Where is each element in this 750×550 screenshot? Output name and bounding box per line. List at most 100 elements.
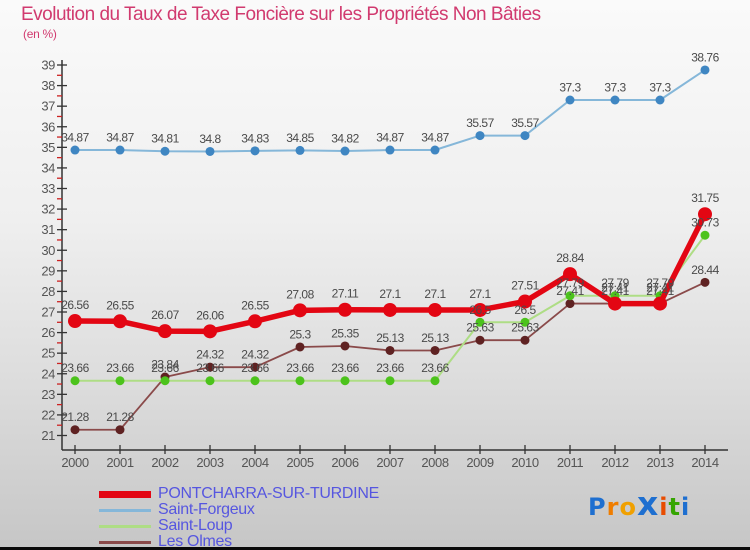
data-label-Les Olmes: 25.13: [376, 331, 404, 345]
y-tick-label: 34: [41, 160, 55, 175]
y-tick-label: 28: [41, 284, 55, 299]
data-point-Saint-Forgeux: [295, 145, 305, 155]
data-point-Saint-Forgeux: [430, 145, 440, 155]
page-subtitle: (en %): [23, 27, 57, 41]
x-tick-label: 2005: [286, 455, 313, 470]
data-point-PONTCHARRA-SUR-TURDINE: [698, 207, 712, 222]
data-point-PONTCHARRA-SUR-TURDINE: [563, 267, 577, 282]
data-point-PONTCHARRA-SUR-TURDINE: [158, 324, 172, 339]
data-label-Saint-Forgeux: 37.3: [649, 80, 671, 94]
data-label-PONTCHARRA-SUR-TURDINE: 26.56: [61, 298, 89, 312]
data-label-Saint-Forgeux: 34.81: [151, 132, 179, 146]
data-label-Saint-Forgeux: 34.85: [286, 131, 314, 145]
data-point-PONTCHARRA-SUR-TURDINE: [113, 314, 127, 329]
legend: PONTCHARRA-SUR-TURDINE Saint-Forgeux Sai…: [99, 485, 379, 550]
logo-letter: P: [588, 493, 607, 521]
legend-item-saint-loup: Saint-Loup: [99, 517, 379, 534]
data-label-Saint-Loup: 23.66: [421, 361, 449, 375]
data-point-Saint-Loup: [205, 376, 215, 386]
data-label-Saint-Loup: 23.66: [286, 361, 314, 375]
data-point-Saint-Loup: [250, 376, 260, 386]
data-point-PONTCHARRA-SUR-TURDINE: [428, 302, 442, 317]
data-label-Saint-Forgeux: 34.82: [331, 132, 359, 146]
data-label-Les Olmes: 24.32: [196, 348, 224, 362]
data-label-Les Olmes: 25.3: [289, 327, 311, 341]
data-label-PONTCHARRA-SUR-TURDINE: 28.84: [556, 251, 584, 265]
bottom-border-line: [0, 547, 750, 550]
data-label-Saint-Loup: 23.66: [61, 361, 89, 375]
data-label-Saint-Loup: 23.66: [106, 361, 134, 375]
x-tick-label: 2007: [376, 455, 403, 470]
data-point-Les Olmes: [340, 341, 350, 351]
logo-letter: i: [680, 493, 691, 521]
data-label-Saint-Loup: 23.66: [151, 361, 179, 375]
data-point-Saint-Forgeux: [115, 145, 125, 155]
data-point-Saint-Forgeux: [475, 131, 485, 141]
y-tick-label: 39: [41, 58, 55, 73]
legend-swatch-saint-loup: [99, 524, 151, 528]
legend-label-les-olmes: Les Olmes: [158, 533, 232, 550]
data-point-Saint-Forgeux: [655, 95, 665, 105]
data-label-PONTCHARRA-SUR-TURDINE: 27.08: [286, 287, 314, 301]
y-tick-label: 26: [41, 325, 55, 340]
logo-letter: r: [606, 493, 620, 521]
data-label-Saint-Forgeux: 34.87: [61, 131, 89, 145]
data-point-Saint-Forgeux: [250, 146, 260, 156]
data-point-Les Olmes: [115, 425, 125, 435]
x-tick-label: 2003: [196, 455, 223, 470]
data-point-Saint-Loup: [565, 291, 575, 301]
legend-item-les-olmes: Les Olmes: [99, 533, 379, 550]
data-label-PONTCHARRA-SUR-TURDINE: 26.55: [106, 298, 134, 312]
data-point-Les Olmes: [520, 335, 530, 345]
data-point-PONTCHARRA-SUR-TURDINE: [338, 302, 352, 317]
data-label-Saint-Forgeux: 35.57: [511, 116, 539, 130]
data-label-PONTCHARRA-SUR-TURDINE: 31.75: [691, 191, 719, 205]
data-point-PONTCHARRA-SUR-TURDINE: [653, 296, 667, 311]
data-label-Saint-Loup: 27.79: [556, 276, 584, 290]
legend-label-saint-loup: Saint-Loup: [158, 517, 233, 534]
x-tick-label: 2004: [241, 455, 268, 470]
x-tick-label: 2002: [151, 455, 178, 470]
data-point-Saint-Forgeux: [520, 131, 530, 141]
logo-letter: o: [619, 493, 637, 521]
y-tick-label: 27: [41, 305, 55, 320]
y-tick-label: 22: [41, 407, 55, 422]
data-label-Saint-Loup: 30.73: [691, 216, 719, 230]
data-label-Les Olmes: 25.13: [421, 331, 449, 345]
data-point-Saint-Forgeux: [565, 95, 575, 105]
data-label-Saint-Forgeux: 34.87: [106, 131, 134, 145]
data-label-PONTCHARRA-SUR-TURDINE: 26.07: [151, 308, 179, 322]
data-label-PONTCHARRA-SUR-TURDINE: 27.41: [646, 281, 674, 295]
data-point-PONTCHARRA-SUR-TURDINE: [473, 302, 487, 317]
data-point-Saint-Loup: [340, 376, 350, 386]
legend-item-saint-forgeux: Saint-Forgeux: [99, 501, 379, 518]
x-tick-label: 2006: [331, 455, 358, 470]
data-point-PONTCHARRA-SUR-TURDINE: [518, 294, 532, 309]
data-label-Saint-Forgeux: 34.87: [376, 131, 404, 145]
data-label-Les Olmes: 28.44: [691, 263, 719, 277]
x-tick-label: 2010: [511, 455, 538, 470]
x-tick-label: 2011: [557, 455, 584, 470]
data-point-Saint-Loup: [70, 376, 80, 386]
data-label-PONTCHARRA-SUR-TURDINE: 27.1: [424, 287, 446, 301]
y-tick-label: 23: [41, 387, 55, 402]
data-label-PONTCHARRA-SUR-TURDINE: 27.11: [332, 287, 359, 301]
y-tick-label: 25: [41, 346, 55, 361]
y-tick-label: 30: [41, 243, 55, 258]
data-label-Saint-Forgeux: 35.57: [466, 116, 494, 130]
data-label-Saint-Forgeux: 37.3: [604, 80, 626, 94]
y-tick-label: 36: [41, 119, 55, 134]
legend-swatch-les-olmes: [99, 540, 151, 544]
y-tick-label: 33: [41, 181, 55, 196]
data-label-PONTCHARRA-SUR-TURDINE: 27.1: [379, 287, 401, 301]
x-tick-label: 2001: [106, 455, 133, 470]
data-point-Saint-Forgeux: [70, 145, 80, 155]
x-tick-label: 2008: [421, 455, 448, 470]
data-point-PONTCHARRA-SUR-TURDINE: [293, 303, 307, 318]
page-title: Evolution du Taux de Taxe Foncière sur l…: [21, 4, 541, 25]
legend-swatch-pontcharra: [99, 490, 151, 498]
data-point-Saint-Loup: [430, 376, 440, 386]
data-point-Saint-Loup: [475, 317, 485, 327]
data-label-Les Olmes: 24.32: [241, 348, 269, 362]
data-label-Saint-Loup: 23.66: [376, 361, 404, 375]
